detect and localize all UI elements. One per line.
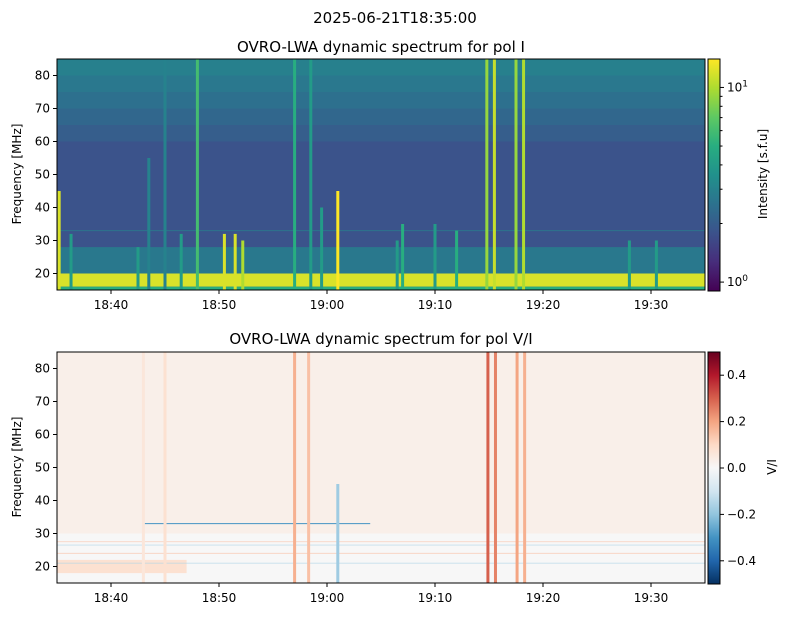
y-tick-label: 20: [35, 560, 50, 574]
burst-mark: [179, 233, 183, 290]
colorbar-tick-label: 100: [727, 274, 748, 289]
heatmap-area: [57, 352, 705, 583]
y-tick-label: 50: [35, 461, 50, 475]
panel-title: OVRO-LWA dynamic spectrum for pol I: [237, 38, 525, 56]
heatmap-band: [57, 108, 705, 125]
burst-mark: [136, 247, 140, 290]
burst-mark: [336, 484, 340, 583]
burst-mark: [654, 240, 658, 290]
x-tick-label: 19:30: [634, 298, 669, 312]
x-tick-label: 19:00: [310, 591, 345, 605]
y-tick-label: 50: [35, 168, 50, 182]
heatmap-band: [57, 92, 705, 109]
x-tick-label: 19:10: [418, 298, 453, 312]
burst-mark: [486, 352, 490, 583]
burst-mark: [523, 352, 527, 583]
y-tick-label: 80: [35, 362, 50, 376]
burst-mark: [222, 233, 226, 290]
y-tick-label: 80: [35, 69, 50, 83]
burst-mark: [293, 352, 297, 583]
y-tick-label: 20: [35, 267, 50, 281]
colorbar-tick-label: 0.4: [727, 368, 746, 382]
heatmap-band: [57, 286, 705, 290]
y-tick-label: 70: [35, 395, 50, 409]
x-tick-label: 19:20: [526, 298, 561, 312]
x-tick-label: 19:30: [634, 591, 669, 605]
colorbar-ticks: 101 100: [720, 79, 748, 289]
heatmap-band: [57, 559, 187, 574]
figure-suptitle: 2025-06-21T18:35:00: [313, 9, 477, 27]
y-tick-label: 70: [35, 102, 50, 116]
burst-mark: [307, 352, 311, 583]
burst-mark: [163, 59, 167, 290]
colorbar-tick-label: −0.4: [727, 554, 756, 568]
heatmap-band: [57, 533, 705, 583]
y-axis-ticks: 20 30 40 50 60 70 80: [35, 69, 57, 281]
panel-stokes-i: OVRO-LWA dynamic spectrum for pol I 20 30…: [10, 38, 770, 312]
y-tick-label: 60: [35, 135, 50, 149]
colorbar-tick-label: 0.0: [727, 461, 746, 475]
burst-mark: [320, 207, 324, 290]
burst-mark: [241, 240, 245, 290]
heatmap-area: [57, 59, 705, 290]
burst-mark: [395, 240, 399, 290]
panel-title: OVRO-LWA dynamic spectrum for pol V/I: [229, 330, 532, 348]
heatmap-band: [57, 125, 705, 142]
y-axis-label: Frequency [MHz]: [10, 417, 24, 518]
y-axis-ticks: 20 30 40 50 60 70 80: [35, 362, 57, 574]
x-axis-ticks: 18:40 18:50 19:00 19:10 19:20 19:30: [94, 583, 669, 605]
colorbar-frame: [707, 58, 721, 292]
burst-mark: [522, 59, 526, 290]
panel-stokes-v-over-i: OVRO-LWA dynamic spectrum for pol V/I 20…: [10, 330, 779, 605]
burst-mark: [69, 233, 73, 290]
burst-mark: [141, 352, 145, 583]
x-tick-label: 19:20: [526, 591, 561, 605]
burst-mark: [293, 59, 297, 290]
heatmap-band: [57, 59, 705, 76]
burst-mark: [455, 230, 459, 290]
y-tick-label: 30: [35, 527, 50, 541]
burst-mark: [514, 59, 518, 290]
burst-mark: [493, 352, 497, 583]
burst-mark: [515, 352, 519, 583]
burst-mark: [401, 224, 405, 290]
colorbar-label: Intensity [s.f.u]: [756, 129, 770, 219]
colorbar-ticks: 0.4 0.2 0.0 −0.2 −0.4: [720, 368, 756, 568]
x-axis-ticks: 18:40 18:50 19:00 19:10 19:20 19:30: [94, 290, 669, 312]
heatmap-band: [57, 75, 705, 92]
x-tick-label: 18:40: [94, 298, 129, 312]
colorbar-tick-label: −0.2: [727, 507, 756, 521]
burst-mark: [627, 240, 631, 290]
colorbar: [708, 352, 720, 584]
y-tick-label: 40: [35, 494, 50, 508]
burst-mark: [336, 191, 340, 290]
y-tick-label: 60: [35, 428, 50, 442]
x-tick-label: 19:00: [310, 298, 345, 312]
colorbar-tick-label: 101: [727, 79, 748, 94]
y-axis-label: Frequency [MHz]: [10, 124, 24, 225]
heatmap-band: [57, 273, 705, 287]
x-tick-label: 18:40: [94, 591, 129, 605]
burst-mark: [233, 233, 237, 290]
burst-mark: [433, 224, 437, 290]
x-tick-label: 18:50: [202, 591, 237, 605]
colorbar-label: V/I: [765, 459, 779, 475]
heatmap-band: [57, 247, 705, 274]
burst-mark: [309, 59, 313, 290]
x-tick-label: 19:10: [418, 591, 453, 605]
burst-mark: [163, 352, 167, 583]
burst-mark: [57, 191, 61, 290]
colorbar-tick-label: 0.2: [727, 415, 746, 429]
y-tick-label: 30: [35, 234, 50, 248]
burst-mark: [485, 59, 489, 290]
burst-mark: [492, 59, 496, 290]
burst-mark: [195, 59, 199, 290]
burst-mark: [147, 158, 151, 290]
y-tick-label: 40: [35, 201, 50, 215]
colorbar: [708, 59, 720, 291]
x-tick-label: 18:50: [202, 298, 237, 312]
